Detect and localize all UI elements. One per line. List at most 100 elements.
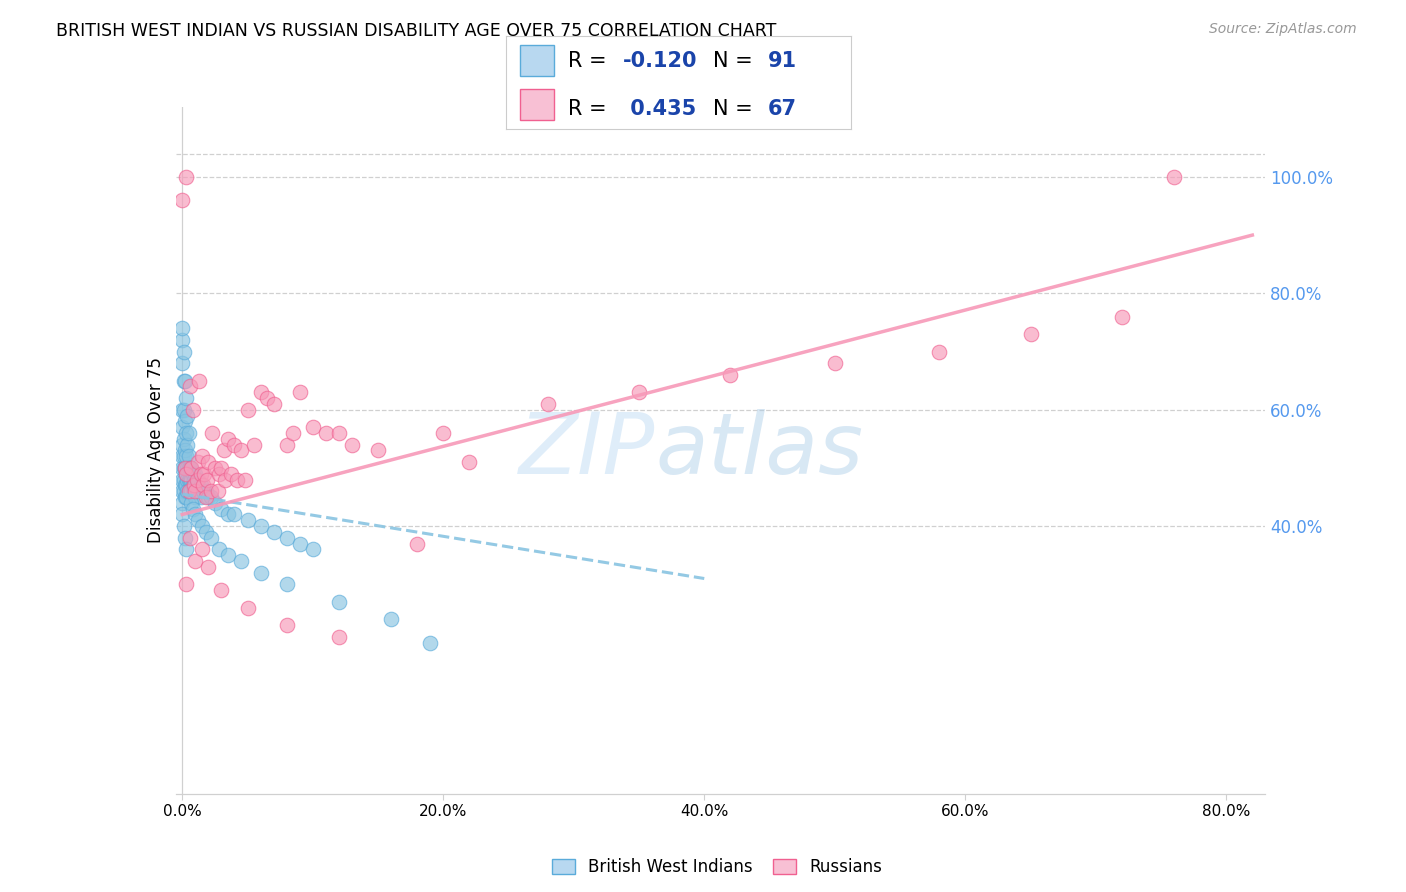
Y-axis label: Disability Age Over 75: Disability Age Over 75 bbox=[146, 358, 165, 543]
Point bbox=[187, 484, 209, 499]
Point bbox=[177, 450, 200, 464]
Point bbox=[340, 437, 363, 451]
Point bbox=[174, 478, 197, 492]
Point bbox=[177, 473, 200, 487]
Point bbox=[190, 490, 212, 504]
Point bbox=[181, 402, 204, 417]
Point bbox=[328, 595, 350, 609]
Text: 67: 67 bbox=[768, 99, 797, 119]
Point bbox=[256, 391, 278, 405]
Point bbox=[181, 467, 204, 481]
Point bbox=[183, 484, 205, 499]
Point bbox=[406, 536, 429, 550]
Text: R =: R = bbox=[568, 51, 613, 71]
Point bbox=[419, 635, 441, 649]
Point bbox=[217, 548, 239, 562]
Point bbox=[301, 542, 323, 557]
Point bbox=[200, 531, 222, 545]
Point bbox=[195, 473, 218, 487]
Point bbox=[173, 414, 195, 428]
Point bbox=[177, 461, 200, 475]
Point bbox=[173, 473, 195, 487]
Point bbox=[184, 478, 207, 492]
Point bbox=[209, 461, 232, 475]
Point bbox=[187, 473, 209, 487]
Point bbox=[173, 490, 195, 504]
Point bbox=[187, 513, 209, 527]
Point bbox=[217, 432, 239, 446]
Point bbox=[176, 461, 198, 475]
Point bbox=[190, 467, 212, 481]
Point bbox=[191, 478, 214, 492]
Point bbox=[173, 461, 195, 475]
Point bbox=[194, 524, 217, 539]
Point bbox=[928, 344, 950, 359]
Point bbox=[179, 379, 201, 393]
Point bbox=[173, 344, 195, 359]
Point bbox=[229, 554, 252, 568]
Point bbox=[172, 420, 194, 434]
Point bbox=[179, 484, 201, 499]
Point bbox=[301, 420, 323, 434]
Point bbox=[180, 461, 202, 475]
Point bbox=[367, 443, 389, 458]
Point bbox=[179, 531, 201, 545]
Point bbox=[191, 484, 214, 499]
Point bbox=[209, 583, 232, 598]
Point bbox=[172, 356, 194, 370]
Point bbox=[263, 524, 285, 539]
Point bbox=[174, 467, 197, 481]
Point bbox=[183, 473, 205, 487]
Point bbox=[174, 450, 197, 464]
Point bbox=[201, 425, 224, 440]
Point bbox=[188, 374, 211, 388]
Point bbox=[173, 531, 195, 545]
Point bbox=[219, 467, 242, 481]
Point bbox=[197, 560, 219, 574]
Point bbox=[380, 612, 402, 626]
Point bbox=[187, 455, 209, 469]
Point bbox=[249, 385, 271, 400]
Point bbox=[191, 450, 214, 464]
Point bbox=[328, 425, 350, 440]
Text: 0.435: 0.435 bbox=[623, 99, 696, 119]
Point bbox=[276, 531, 298, 545]
Point bbox=[174, 169, 197, 184]
Point bbox=[176, 484, 198, 499]
Point bbox=[236, 513, 259, 527]
Text: N =: N = bbox=[713, 51, 759, 71]
Point bbox=[174, 467, 197, 481]
Point bbox=[197, 490, 219, 504]
Text: R =: R = bbox=[568, 99, 613, 119]
Legend: British West Indians, Russians: British West Indians, Russians bbox=[546, 852, 889, 883]
Point bbox=[432, 425, 454, 440]
Point bbox=[172, 484, 194, 499]
Point bbox=[181, 478, 204, 492]
Point bbox=[212, 443, 235, 458]
Point bbox=[263, 397, 285, 411]
Point bbox=[207, 484, 229, 499]
Point bbox=[172, 508, 194, 522]
Point bbox=[233, 473, 256, 487]
Point bbox=[537, 397, 560, 411]
Text: Source: ZipAtlas.com: Source: ZipAtlas.com bbox=[1209, 22, 1357, 37]
Point bbox=[180, 484, 202, 499]
Point bbox=[184, 554, 207, 568]
Point bbox=[174, 577, 197, 591]
Point bbox=[249, 566, 271, 580]
Point bbox=[224, 508, 246, 522]
Point bbox=[173, 519, 195, 533]
Point bbox=[183, 478, 205, 492]
Point bbox=[458, 455, 481, 469]
Point bbox=[190, 478, 212, 492]
Point bbox=[197, 455, 219, 469]
Point bbox=[1111, 310, 1133, 324]
Point bbox=[276, 577, 298, 591]
Point bbox=[824, 356, 846, 370]
Point bbox=[288, 385, 311, 400]
Point bbox=[176, 437, 198, 451]
Point bbox=[176, 473, 198, 487]
Point bbox=[180, 496, 202, 510]
Point bbox=[224, 437, 246, 451]
Point bbox=[718, 368, 741, 382]
